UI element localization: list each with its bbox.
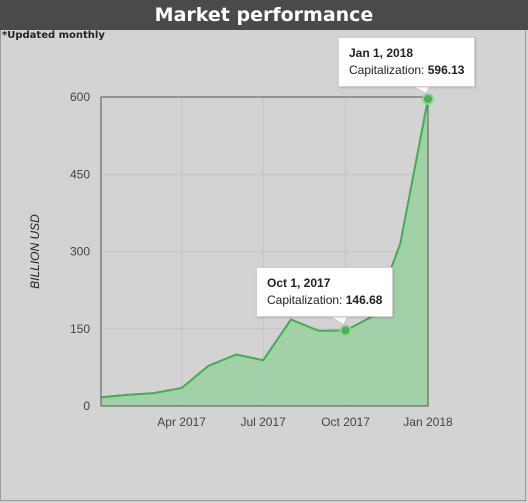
x-tick-label: Jan 2018 bbox=[403, 415, 453, 429]
x-tick-label: Oct 2017 bbox=[321, 415, 370, 429]
x-tick-label: Jul 2017 bbox=[240, 415, 286, 429]
update-note: *Updated monthly bbox=[2, 30, 105, 41]
data-point-marker bbox=[339, 324, 352, 337]
tooltip-jan-2018: Jan 1, 2018 Capitalization: 596.13 bbox=[338, 37, 476, 87]
chart-title: Market performance bbox=[154, 4, 374, 26]
y-tick-label: 0 bbox=[83, 399, 90, 413]
tooltip-pointer bbox=[411, 85, 431, 94]
data-point-marker bbox=[422, 92, 434, 105]
y-tick-label: 300 bbox=[70, 245, 90, 259]
tooltip-value: 146.68 bbox=[345, 293, 383, 307]
plot-border bbox=[100, 96, 429, 407]
series-area bbox=[101, 99, 428, 406]
chart-header: Market performance bbox=[0, 0, 528, 30]
y-tick-label: 600 bbox=[70, 90, 90, 104]
y-tick-label: 150 bbox=[70, 322, 90, 336]
tooltip-value: 596.13 bbox=[427, 63, 465, 77]
tooltip-date: Jan 1, 2018 bbox=[349, 46, 414, 60]
x-tick-label: Apr 2017 bbox=[157, 415, 206, 429]
y-axis-label: BILLION USD bbox=[28, 214, 42, 289]
tooltip-date: Oct 1, 2017 bbox=[267, 276, 331, 290]
tooltip-value-label: Capitalization: bbox=[349, 63, 425, 77]
y-tick-label: 450 bbox=[70, 167, 90, 181]
tooltip-oct-2017: Oct 1, 2017 Capitalization: 146.68 bbox=[256, 267, 394, 317]
tooltip-value-label: Capitalization: bbox=[267, 293, 343, 307]
